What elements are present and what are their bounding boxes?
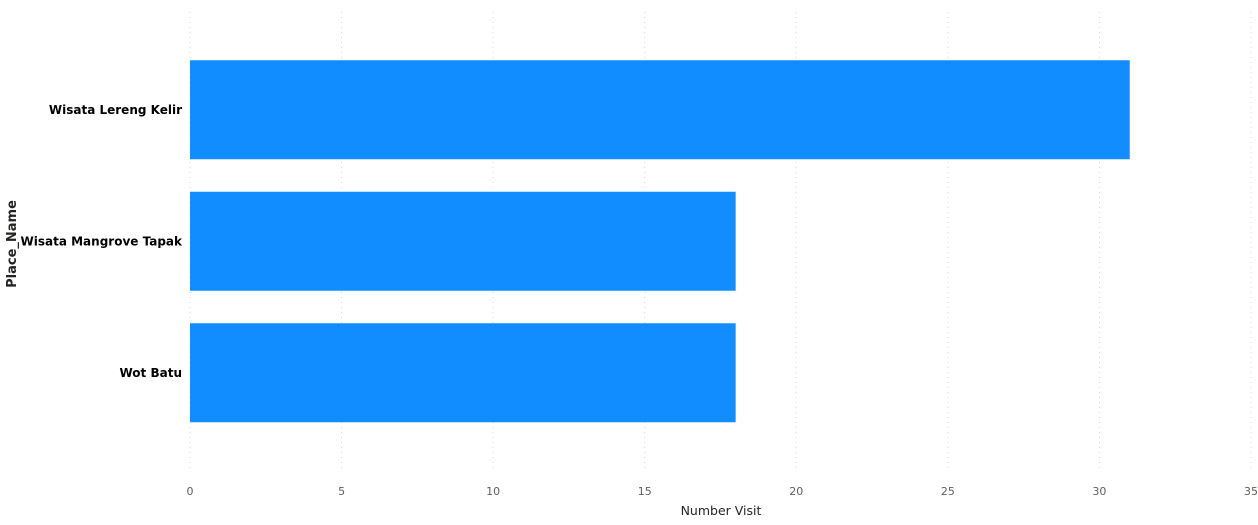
x-tick-labels: 0 5 10 15 20 25 30 35 [187, 485, 1258, 498]
y-axis-title: Place_Name [5, 200, 20, 288]
x-tick-label-5: 25 [941, 485, 955, 498]
category-labels: Wisata Lereng Kelir Wisata Mangrove Tapak… [21, 103, 183, 380]
x-tick-label-3: 15 [638, 485, 652, 498]
bar-1[interactable] [190, 192, 736, 291]
x-tick-label-4: 20 [789, 485, 803, 498]
bars [190, 60, 1130, 422]
x-tick-label-0: 0 [187, 485, 194, 498]
x-tick-label-6: 30 [1092, 485, 1106, 498]
bar-0[interactable] [190, 60, 1130, 159]
x-tick-label-7: 35 [1244, 485, 1258, 498]
category-label-2: Wot Batu [120, 366, 183, 380]
bar-2[interactable] [190, 323, 736, 422]
x-axis-title: Number Visit [681, 503, 762, 518]
category-label-0: Wisata Lereng Kelir [49, 103, 182, 117]
category-label-1: Wisata Mangrove Tapak [21, 234, 183, 248]
x-tick-label-1: 5 [338, 485, 345, 498]
x-tick-label-2: 10 [486, 485, 500, 498]
